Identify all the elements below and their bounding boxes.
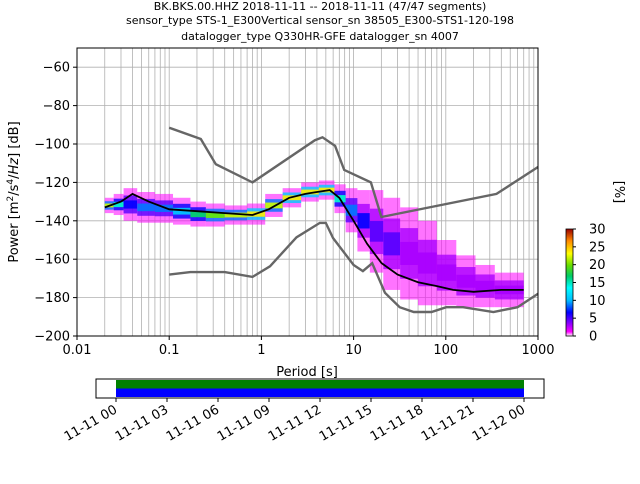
timeline-tick-label: 11-11 06 <box>164 402 222 444</box>
psd-bin-core <box>113 201 124 208</box>
colorbar-tick-label: 30 <box>589 223 606 238</box>
psd-bin-core <box>205 212 225 218</box>
title-line-3: datalogger_type Q330HR-GFE datalogger_sn… <box>181 30 459 43</box>
x-axis: 0.01 0.1 1 10 100 1000 <box>63 336 555 358</box>
psd-bin-core <box>400 241 419 265</box>
high-noise-model-line <box>168 126 539 219</box>
psd-bin-core <box>224 212 248 218</box>
colorbar <box>565 228 574 337</box>
x-tick-label: 0.01 <box>63 343 92 358</box>
psd-bin-core <box>173 207 191 215</box>
y-tick-label: −120 <box>34 176 70 191</box>
psd-histogram <box>104 180 524 308</box>
colorbar-tick-label: 5 <box>589 312 597 327</box>
colorbar-tick-label: 0 <box>589 330 597 345</box>
colorbar-tick-label: 10 <box>589 294 606 309</box>
y-tick-label: −160 <box>34 253 70 268</box>
colorbar-tick-label: 15 <box>589 276 606 291</box>
timeline-tick-label: 11-11 12 <box>266 402 324 444</box>
psd-bin-core <box>123 200 138 209</box>
y-tick-label: −100 <box>34 138 70 153</box>
x-tick-label: 0.1 <box>159 343 180 358</box>
timeline-tick-label: 11-11 21 <box>419 402 477 444</box>
mode-line <box>104 189 524 293</box>
y-axis: −60 −80 −100 −120 −140 −160 −180 −200 <box>34 61 77 345</box>
series-lines <box>104 126 539 314</box>
psd-bin-core <box>137 203 155 212</box>
y-tick-label: −80 <box>43 99 70 114</box>
colorbar-ticks: 0 5 10 15 20 25 30 <box>573 223 606 345</box>
y-tick-label: −180 <box>34 291 70 306</box>
title-line-1: BK.BKS.00.HHZ 2018-11-11 -- 2018-11-11 (… <box>154 0 487 13</box>
y-tick-label: −200 <box>34 330 70 345</box>
x-tick-label: 1 <box>257 343 265 358</box>
timeline-tick-label: 11-11 03 <box>113 402 171 444</box>
psd-bin-core <box>357 213 370 229</box>
psd-bin-core <box>154 204 174 212</box>
timeline-tick-label: 11-11 15 <box>317 402 375 444</box>
timeline-tick-label: 11-11 18 <box>368 402 426 444</box>
colorbar-label: [%] <box>611 181 626 204</box>
y-tick-label: −60 <box>43 61 70 76</box>
low-noise-model-line <box>169 221 539 314</box>
psd-bin-core <box>456 274 476 288</box>
plot-frame <box>76 47 539 337</box>
y-axis-label: Power [m2/s4/Hz] [dB] <box>6 121 22 262</box>
psd-bin-core <box>475 280 495 292</box>
timeline-tick-label: 11-11 09 <box>215 402 273 444</box>
title-line-2: sensor_type STS-1_E300Vertical sensor_sn… <box>126 14 514 27</box>
psd-bin-core <box>369 221 384 242</box>
psd-bin-core <box>345 204 358 216</box>
x-tick-label: 100 <box>433 343 458 358</box>
psd-bin-core <box>418 252 437 274</box>
x-tick-label: 10 <box>345 343 362 358</box>
psd-bin-core <box>190 210 206 218</box>
x-axis-label: Period [s] <box>276 365 338 380</box>
colorbar-tick-label: 25 <box>589 240 606 255</box>
psd-bin-core <box>436 264 457 281</box>
y-tick-label: −140 <box>34 214 70 229</box>
timeline-tick-label: 11-12 00 <box>470 402 528 444</box>
psd-bin-core <box>383 232 401 256</box>
psd-bin-core <box>301 189 319 195</box>
chart-title: BK.BKS.00.HHZ 2018-11-11 -- 2018-11-11 (… <box>126 0 514 43</box>
x-tick-label: 1000 <box>521 343 554 358</box>
timeline-bar <box>116 380 524 389</box>
colorbar-tick-label: 20 <box>589 258 606 273</box>
timeline-bar <box>116 388 524 397</box>
timeline-tick-label: 11-11 00 <box>62 402 120 444</box>
